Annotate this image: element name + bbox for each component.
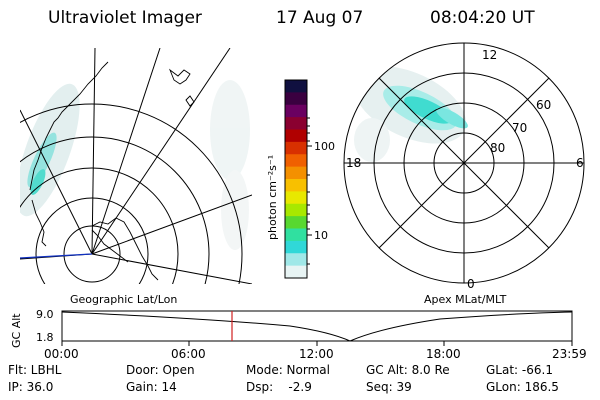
color-bar-band: [285, 179, 307, 192]
time-tick-2359: 23:59: [552, 347, 587, 361]
instrument-title: Ultraviolet Imager: [48, 8, 202, 28]
status-filter: Flt: LBHL: [8, 363, 62, 377]
mlt-label-0: 0: [467, 277, 475, 291]
colorbar-unit-label: photon cm⁻²s⁻¹: [266, 155, 279, 240]
aurora-oval: [353, 66, 468, 162]
color-bar-band: [285, 228, 307, 242]
color-bar-frame: [284, 79, 308, 279]
color-bar-band: [285, 141, 307, 155]
color-bar-band: [285, 203, 307, 217]
geographic-map: [20, 48, 252, 284]
status-gc-alt: GC Alt: 8.0 Re: [366, 363, 450, 377]
color-bar-band: [285, 92, 307, 106]
time-tick-1800: 18:00: [426, 347, 461, 361]
color-bar-ticks: [307, 117, 312, 265]
color-bar-band: [285, 104, 307, 118]
altitude-ytick-9: 9.0: [36, 308, 54, 321]
status-ip: IP: 36.0: [8, 380, 54, 394]
status-gain: Gain: 14: [126, 380, 177, 394]
time-label: 08:04:20 UT: [430, 8, 535, 28]
color-bar-band: [285, 129, 307, 143]
color-bar: [285, 80, 307, 279]
altitude-ylabel: GC Alt: [10, 313, 23, 348]
mlat-label-80: 80: [490, 141, 505, 155]
mlt-label-18: 18: [346, 156, 361, 170]
color-bar-band: [285, 265, 307, 279]
mlt-label-12: 12: [482, 48, 497, 62]
polar-plot: [343, 42, 585, 284]
time-tick-0000: 00:00: [44, 347, 79, 361]
color-bar-band: [285, 216, 307, 230]
date-label: 17 Aug 07: [276, 8, 364, 28]
altitude-plot: [61, 310, 573, 346]
time-tick-0600: 06:00: [171, 347, 206, 361]
colorbar-tick-10: 10: [314, 229, 328, 242]
color-bar-band: [285, 240, 307, 254]
coastlines: [29, 61, 195, 281]
mlat-label-70: 70: [512, 121, 527, 135]
status-seq: Seq: 39: [366, 380, 412, 394]
apex-caption: Apex MLat/MLT: [424, 293, 507, 306]
mlt-label-6: 6: [576, 156, 584, 170]
meridians: [20, 48, 252, 284]
date-line: [20, 253, 93, 259]
latitude-circles: [20, 103, 243, 284]
mlat-label-60: 60: [536, 98, 551, 112]
color-bar-band: [285, 191, 307, 205]
color-bar-band: [285, 80, 307, 93]
color-bar-band: [285, 117, 307, 131]
status-dsp: Dsp: -2.9: [246, 380, 312, 394]
color-bar-band: [285, 253, 307, 267]
status-glon: GLon: 186.5: [486, 380, 559, 394]
status-mode: Mode: Normal: [246, 363, 330, 377]
status-glat: GLat: -66.1: [486, 363, 553, 377]
time-tick-1200: 12:00: [299, 347, 334, 361]
status-door: Door: Open: [126, 363, 195, 377]
color-bar-band: [285, 154, 307, 168]
geographic-caption: Geographic Lat/Lon: [70, 293, 178, 306]
color-bar-band: [285, 166, 307, 180]
altitude-ytick-1-8: 1.8: [36, 331, 54, 344]
colorbar-tick-100: 100: [314, 140, 335, 153]
